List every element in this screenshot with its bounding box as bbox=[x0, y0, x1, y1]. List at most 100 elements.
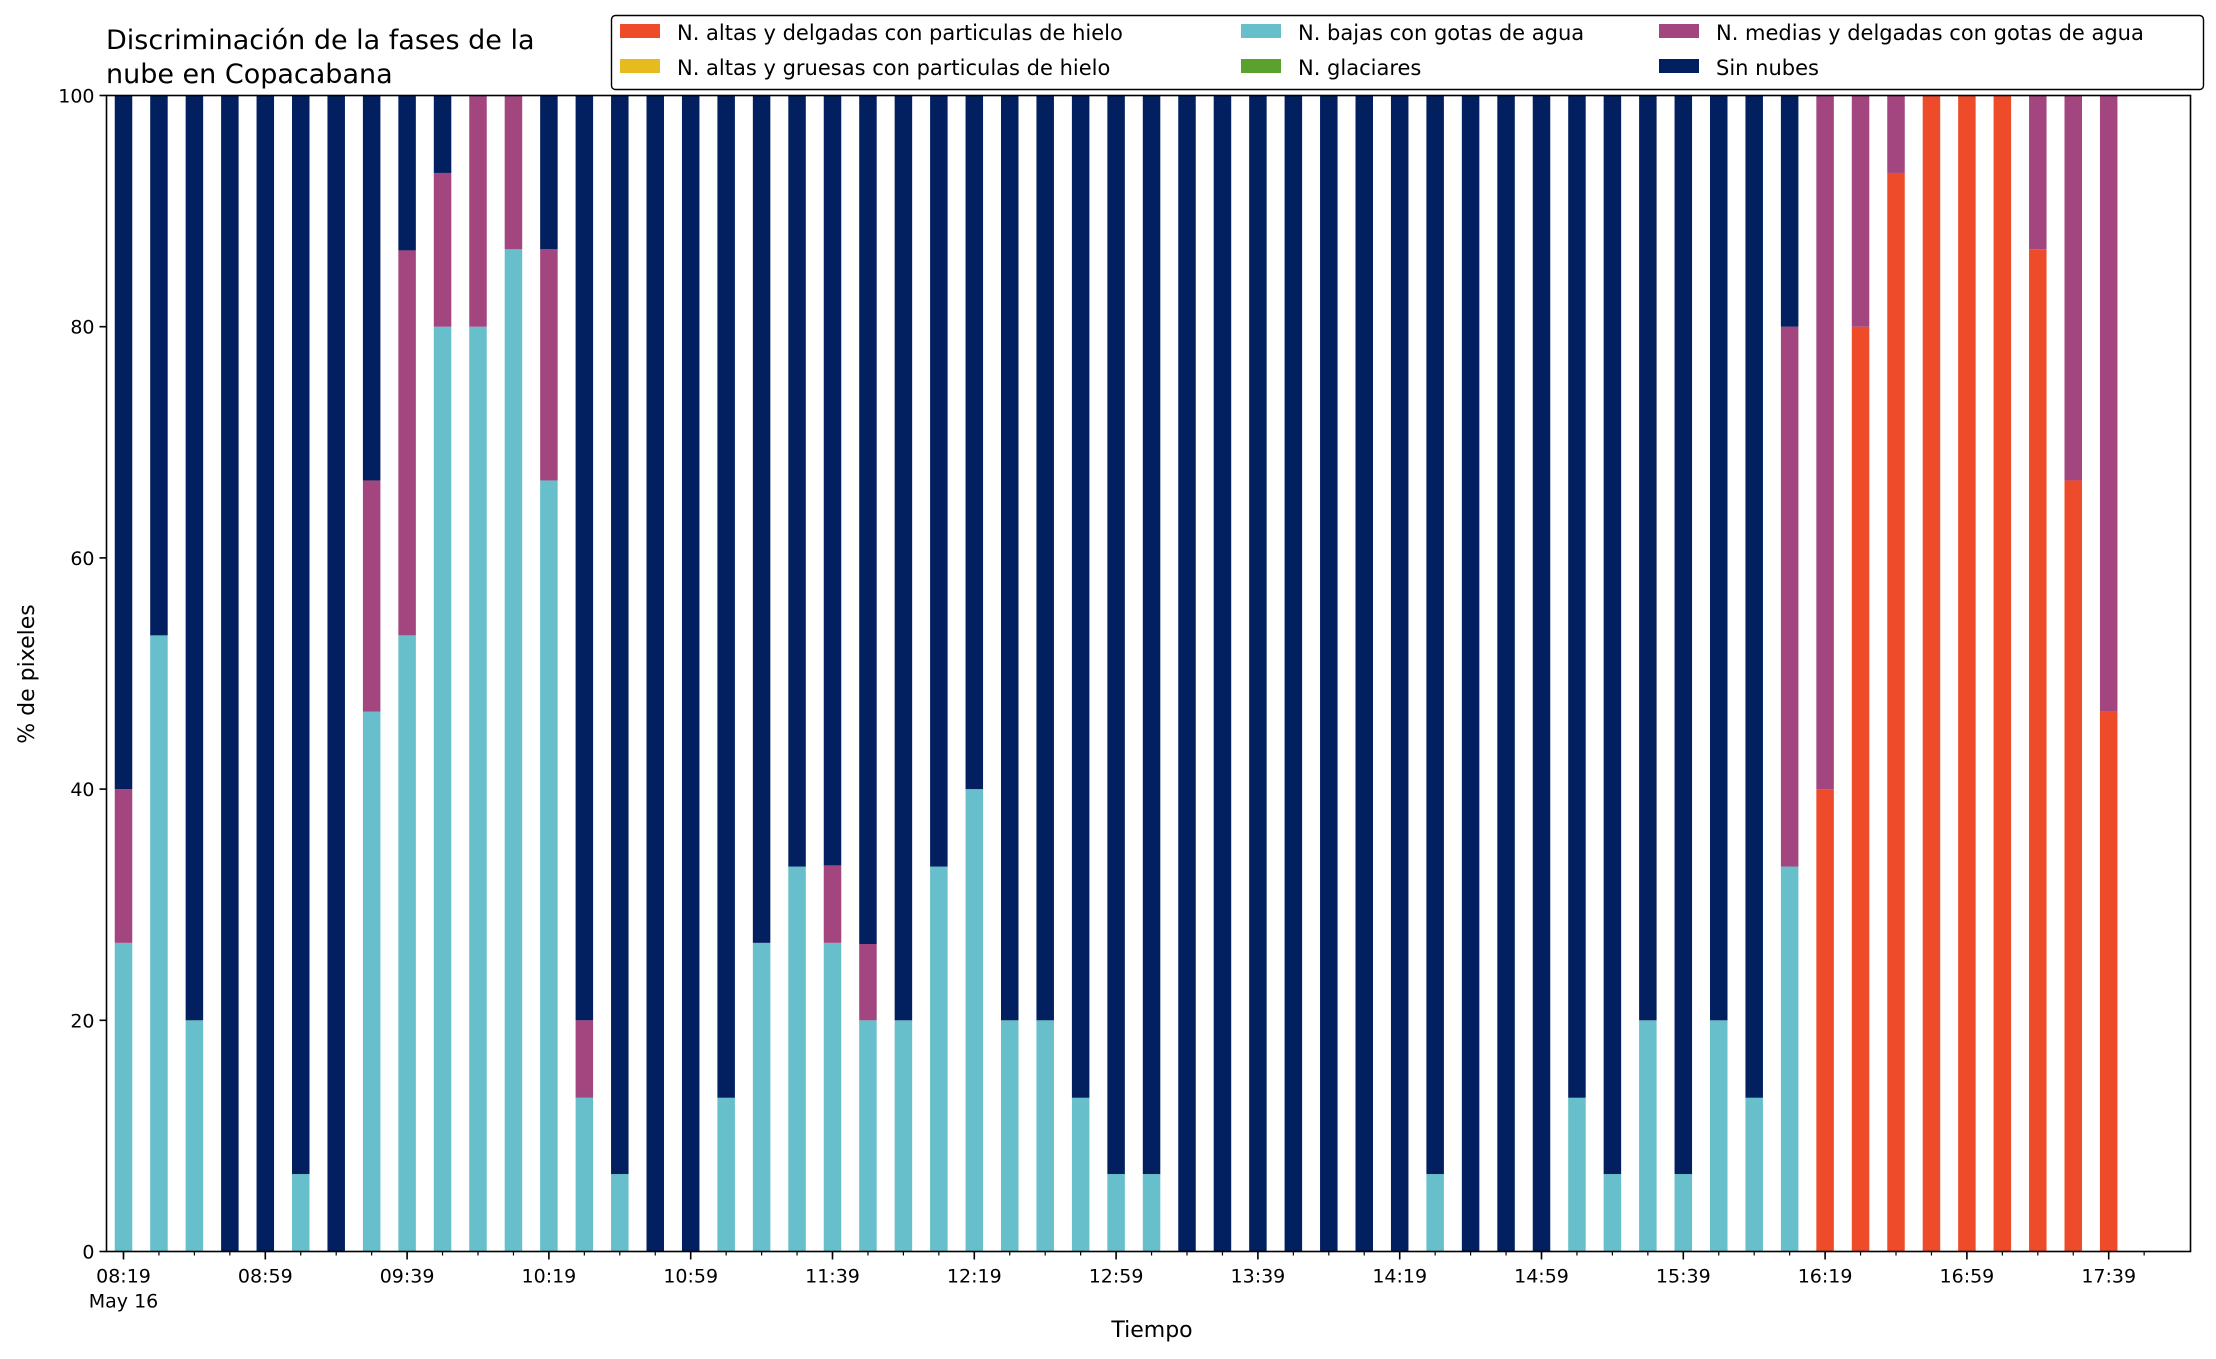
bar-segment-27-series-5 bbox=[1071, 95, 1090, 1098]
bar-segment-26-series-5 bbox=[1036, 95, 1054, 1021]
bar-segment-55-series-0 bbox=[2064, 480, 2082, 1252]
bar-segment-18-series-2 bbox=[752, 942, 771, 1252]
bar-segment-40-series-5 bbox=[1532, 95, 1551, 1252]
bar-segment-50-series-0 bbox=[1887, 172, 1905, 1252]
bar-segment-25-series-2 bbox=[1001, 1020, 1019, 1252]
bar-segment-12-series-2 bbox=[540, 480, 558, 1252]
bar-segment-41-series-5 bbox=[1568, 95, 1586, 1098]
bar-segment-9-series-2 bbox=[433, 326, 452, 1252]
bar-segment-48-series-0 bbox=[1816, 789, 1834, 1252]
bar-segment-20-series-4 bbox=[823, 865, 842, 943]
legend-label-1: N. altas y gruesas con particulas de hie… bbox=[677, 56, 1110, 80]
bar-segment-42-series-5 bbox=[1603, 95, 1622, 1175]
x-tick-label-11: 15:39 bbox=[1656, 1266, 1711, 1288]
bar-segment-8-series-5 bbox=[398, 95, 416, 251]
legend-swatch-5 bbox=[1659, 59, 1699, 73]
bar-segment-50-series-4 bbox=[1887, 95, 1905, 173]
bar-segment-9-series-5 bbox=[433, 95, 452, 173]
bar-segment-38-series-5 bbox=[1461, 95, 1480, 1252]
bar-segment-45-series-5 bbox=[1710, 95, 1728, 1021]
bar-segment-5-series-5 bbox=[292, 95, 310, 1175]
bar-segment-27-series-2 bbox=[1071, 1097, 1090, 1252]
bar-segment-37-series-5 bbox=[1426, 95, 1444, 1175]
bar-segment-11-series-4 bbox=[504, 95, 523, 250]
bar-segment-21-series-4 bbox=[859, 944, 877, 1021]
bar-segment-54-series-0 bbox=[2029, 249, 2047, 1252]
bar-segment-46-series-5 bbox=[1745, 95, 1763, 1098]
y-tick-label-3: 60 bbox=[70, 548, 94, 570]
bar-segment-8-series-2 bbox=[398, 635, 416, 1252]
bar-segment-35-series-5 bbox=[1355, 95, 1373, 1252]
bar-segment-2-series-2 bbox=[185, 1020, 204, 1252]
bar-segment-13-series-5 bbox=[575, 95, 594, 1021]
bar-segment-39-series-5 bbox=[1497, 95, 1515, 1252]
legend-swatch-2 bbox=[1241, 24, 1281, 38]
plot-frame bbox=[105, 94, 2192, 1253]
bar-segment-52-series-0 bbox=[1958, 95, 1976, 1252]
bars-layer bbox=[114, 95, 2118, 1252]
bar-segment-24-series-2 bbox=[965, 789, 984, 1252]
bar-segment-28-series-5 bbox=[1107, 95, 1125, 1175]
bar-segment-47-series-4 bbox=[1780, 326, 1799, 867]
bar-segment-17-series-5 bbox=[717, 95, 735, 1098]
bar-segment-34-series-5 bbox=[1320, 95, 1338, 1252]
bar-segment-54-series-4 bbox=[2029, 95, 2047, 250]
bar-segment-20-series-2 bbox=[823, 942, 842, 1252]
bar-segment-10-series-4 bbox=[469, 95, 487, 327]
x-tick-label-7: 12:59 bbox=[1089, 1266, 1144, 1288]
bar-segment-6-series-5 bbox=[327, 95, 345, 1252]
bar-segment-8-series-4 bbox=[398, 250, 416, 636]
bar-segment-15-series-5 bbox=[646, 95, 664, 1252]
chart-title-line-1: Discriminación de la fases de la bbox=[106, 25, 535, 56]
bar-segment-1-series-5 bbox=[150, 95, 168, 636]
x-tick-label-13: 16:59 bbox=[1940, 1266, 1995, 1288]
bar-segment-29-series-2 bbox=[1142, 1174, 1161, 1252]
x-tick-label-4: 10:59 bbox=[663, 1266, 718, 1288]
bar-segment-13-series-4 bbox=[575, 1020, 594, 1098]
legend: N. altas y delgadas con particulas de hi… bbox=[610, 14, 2205, 91]
bar-segment-42-series-2 bbox=[1603, 1174, 1622, 1252]
bar-segment-56-series-4 bbox=[2099, 95, 2118, 712]
bar-segment-24-series-5 bbox=[965, 95, 984, 790]
legend-swatch-4 bbox=[1659, 24, 1699, 38]
bar-segment-21-series-5 bbox=[859, 95, 877, 944]
legend-label-0: N. altas y delgadas con particulas de hi… bbox=[677, 21, 1123, 45]
y-tick-label-2: 40 bbox=[70, 779, 94, 801]
bar-segment-32-series-5 bbox=[1249, 95, 1267, 1252]
x-tick-label-9: 14:19 bbox=[1372, 1266, 1427, 1288]
legend-label-2: N. bajas con gotas de agua bbox=[1298, 21, 1584, 45]
bar-segment-44-series-5 bbox=[1674, 95, 1693, 1175]
bar-segment-25-series-5 bbox=[1001, 95, 1019, 1021]
bar-segment-14-series-5 bbox=[611, 95, 629, 1175]
x-tick-label-12: 16:19 bbox=[1798, 1266, 1853, 1288]
bar-segment-49-series-0 bbox=[1851, 326, 1870, 1252]
y-tick-label-4: 80 bbox=[70, 317, 94, 339]
bar-segment-46-series-2 bbox=[1745, 1097, 1763, 1252]
bar-segment-12-series-5 bbox=[540, 95, 558, 250]
bar-segment-51-series-0 bbox=[1922, 95, 1941, 1252]
bar-segment-47-series-5 bbox=[1780, 95, 1799, 327]
bar-segment-16-series-5 bbox=[681, 95, 700, 1252]
chart-title: Discriminación de la fases de la nube en… bbox=[106, 25, 535, 90]
y-axis: 0 20 40 60 80 100 bbox=[58, 86, 107, 1264]
bar-segment-4-series-5 bbox=[256, 95, 275, 1252]
x-tick-label-5: 11:39 bbox=[805, 1266, 860, 1288]
bar-segment-17-series-2 bbox=[717, 1097, 735, 1252]
bar-segment-56-series-0 bbox=[2099, 711, 2118, 1252]
chart-title-line-2: nube en Copacabana bbox=[106, 59, 393, 90]
bar-segment-23-series-5 bbox=[930, 95, 948, 867]
y-tick-label-0: 0 bbox=[82, 1242, 94, 1264]
bar-segment-31-series-5 bbox=[1213, 95, 1232, 1252]
bar-segment-37-series-2 bbox=[1426, 1174, 1444, 1252]
legend-swatch-1 bbox=[620, 59, 660, 73]
bar-segment-29-series-5 bbox=[1142, 95, 1161, 1175]
x-tick-label-2: 09:39 bbox=[380, 1266, 435, 1288]
bar-segment-53-series-0 bbox=[1993, 95, 2012, 1252]
legend-label-5: Sin nubes bbox=[1716, 56, 1819, 80]
bar-segment-13-series-2 bbox=[575, 1097, 594, 1252]
y-tick-label-1: 20 bbox=[70, 1010, 94, 1032]
bar-segment-2-series-5 bbox=[185, 95, 204, 1021]
x-tick-label-6: 12:19 bbox=[947, 1266, 1002, 1288]
